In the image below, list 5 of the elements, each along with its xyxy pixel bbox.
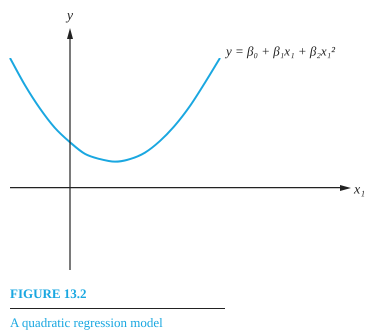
- x-axis-title: x₁: [353, 182, 366, 198]
- text: FIGURE 13.2: [10, 286, 225, 309]
- text: A quadratic regression model: [10, 315, 164, 331]
- annotation: y = β₀ + β₁x₁ + β₂x₁²: [224, 43, 336, 58]
- y-axis-title: y: [64, 8, 74, 24]
